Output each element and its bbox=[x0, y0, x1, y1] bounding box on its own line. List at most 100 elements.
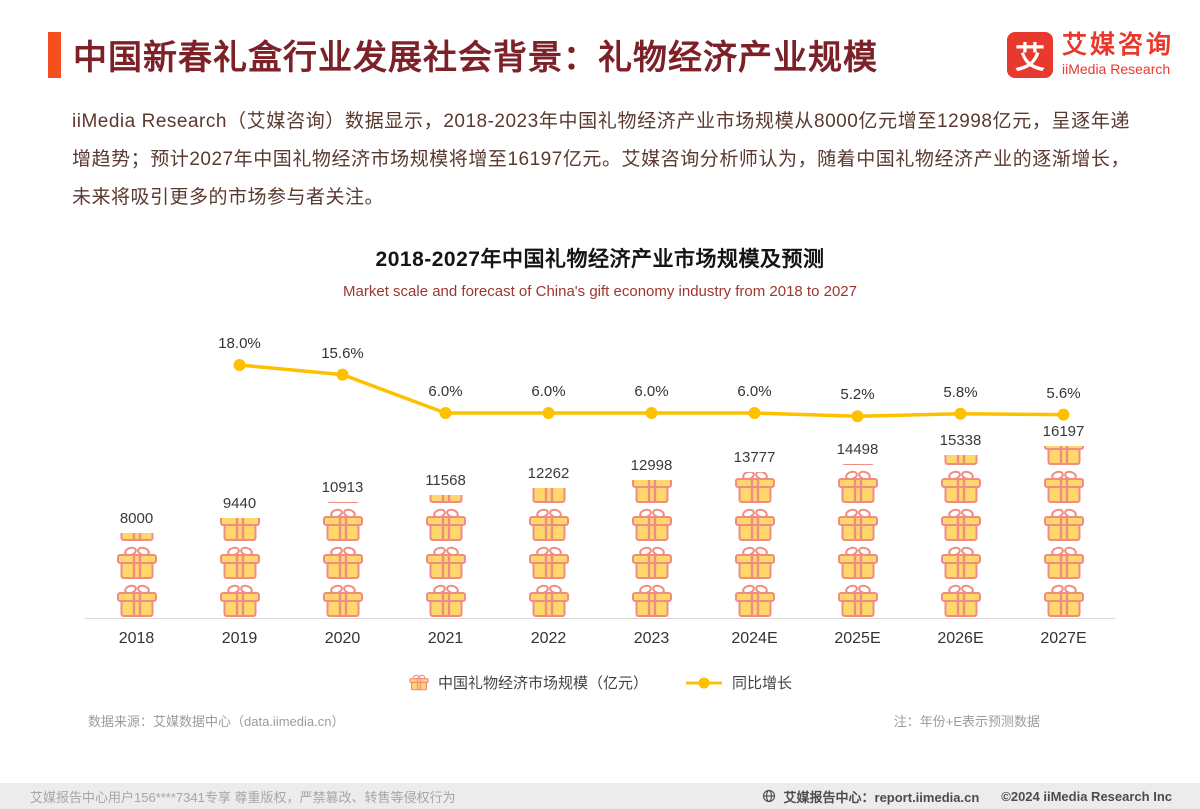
growth-dot bbox=[1057, 408, 1070, 421]
growth-rate-label: 5.6% bbox=[1046, 384, 1081, 402]
gift-icon bbox=[1043, 584, 1084, 617]
gift-icon bbox=[734, 508, 775, 541]
logo-text: 艾媒咨询 iiMedia Research bbox=[1061, 30, 1174, 78]
iimedia-logo: 艾 艾媒咨询 iiMedia Research bbox=[1006, 30, 1174, 78]
gift-icon bbox=[219, 518, 260, 541]
growth-rate-label: 6.0% bbox=[428, 383, 463, 400]
gift-icon bbox=[116, 584, 157, 617]
growth-rate-label: 15.6% bbox=[321, 344, 364, 362]
gift-icon bbox=[837, 508, 878, 541]
growth-rate-label: 5.2% bbox=[840, 386, 875, 404]
gift-icon bbox=[425, 546, 466, 579]
gift-icon bbox=[940, 584, 981, 617]
gift-icon bbox=[528, 584, 569, 617]
x-axis-label: 2026E bbox=[937, 630, 984, 647]
bar-value-label: 13777 bbox=[733, 449, 776, 466]
bar-value-label: 12262 bbox=[527, 465, 570, 482]
gift-icon bbox=[326, 502, 359, 503]
bar-value-label: 11568 bbox=[425, 472, 466, 489]
pictograph-bar bbox=[320, 502, 366, 618]
pictograph-bar bbox=[526, 488, 572, 618]
x-axis-label: 2022 bbox=[530, 630, 567, 647]
globe-icon bbox=[762, 789, 775, 803]
chart-plot: 8000 2018 bbox=[85, 328, 1115, 662]
forecast-note: 注：年份+E表示预测数据 bbox=[893, 714, 1040, 729]
gift-icon bbox=[425, 584, 466, 617]
gift-icon bbox=[631, 546, 672, 579]
chart-title: 2018-2027年中国礼物经济产业市场规模及预测 bbox=[375, 248, 825, 271]
growth-dot bbox=[851, 410, 864, 423]
page-title: 中国新春礼盒行业发展社会背景：礼物经济产业规模 bbox=[73, 39, 878, 77]
x-axis-label: 2023 bbox=[633, 630, 670, 647]
intro-paragraph: iiMedia Research（艾媒咨询）数据显示，2018-2023年中国礼… bbox=[72, 111, 1130, 208]
gift-icon bbox=[116, 546, 157, 579]
x-axis-label: 2019 bbox=[221, 630, 258, 647]
pictograph-bar bbox=[423, 495, 469, 618]
pictograph-bar bbox=[1041, 446, 1087, 618]
source-note-row: 数据来源：艾媒数据中心（data.iimedia.cn） 注：年份+E表示预测数… bbox=[0, 711, 1200, 730]
footer-site: 艾媒报告中心：report.iimedia.cn bbox=[783, 789, 980, 805]
gift-icon bbox=[425, 508, 466, 541]
x-axis-label: 2021 bbox=[427, 630, 464, 647]
pictograph-bar bbox=[217, 518, 263, 618]
logo-name-en: iiMedia Research bbox=[1061, 61, 1171, 78]
bar-value-label: 16197 bbox=[1042, 423, 1085, 440]
x-axis-label: 2018 bbox=[118, 630, 155, 647]
chart-legend: 中国礼物经济市场规模（亿元） 同比增长 bbox=[0, 672, 1200, 693]
growth-dot bbox=[233, 359, 246, 371]
gift-icon bbox=[631, 584, 672, 617]
gift-icon bbox=[631, 508, 672, 541]
gift-icon bbox=[120, 533, 153, 541]
growth-rate-label: 6.0% bbox=[634, 383, 669, 400]
gift-icon bbox=[734, 472, 775, 503]
data-source: 数据来源：艾媒数据中心（data.iimedia.cn） bbox=[88, 714, 345, 729]
pictograph-bar bbox=[114, 533, 160, 618]
gift-icon bbox=[841, 464, 874, 465]
gift-icon bbox=[528, 508, 569, 541]
pictograph-bar bbox=[629, 480, 675, 618]
bar-value-label: 9440 bbox=[222, 495, 257, 512]
gift-icon bbox=[1043, 446, 1084, 465]
gift-icon bbox=[532, 488, 565, 503]
legend-line-label: 同比增长 bbox=[732, 675, 793, 692]
gift-icon bbox=[322, 508, 363, 541]
growth-rate-label: 5.8% bbox=[943, 383, 978, 401]
gift-icon bbox=[940, 508, 981, 541]
gift-icon bbox=[837, 470, 878, 503]
gift-icon bbox=[1043, 508, 1084, 541]
line-legend-icon bbox=[686, 677, 722, 688]
bar-value-label: 10913 bbox=[321, 479, 364, 496]
x-axis-line bbox=[85, 618, 1115, 619]
footer-bar: 艾媒报告中心用户156****7341专享 尊重版权，严禁篡改、转售等侵权行为 … bbox=[0, 783, 1200, 809]
gift-icon bbox=[944, 455, 977, 465]
gift-icon bbox=[734, 546, 775, 579]
chart-subtitle: Market scale and forecast of China's gif… bbox=[343, 283, 857, 300]
gift-icon bbox=[322, 584, 363, 617]
growth-rate-label: 6.0% bbox=[531, 383, 566, 400]
legend-item-bar: 中国礼物经济市场规模（亿元） bbox=[408, 672, 648, 693]
footer-copyright: ©2024 iiMedia Research Inc bbox=[1001, 788, 1172, 804]
gift-icon bbox=[631, 480, 672, 503]
bar-value-label: 12998 bbox=[630, 457, 673, 474]
logo-name-cn: 艾媒咨询 bbox=[1061, 30, 1174, 59]
growth-rate-label: 6.0% bbox=[737, 383, 772, 400]
gift-icon bbox=[429, 495, 462, 503]
gift-icon bbox=[734, 584, 775, 617]
x-axis-label: 2024E bbox=[731, 630, 778, 647]
gift-icon bbox=[837, 546, 878, 579]
gift-icon bbox=[1043, 470, 1084, 503]
pictograph-bar bbox=[835, 464, 881, 618]
iimedia-logo-icon: 艾 bbox=[1006, 31, 1053, 78]
legend-bar-label: 中国礼物经济市场规模（亿元） bbox=[437, 675, 648, 692]
growth-dot bbox=[336, 368, 349, 381]
footer-user-notice: 艾媒报告中心用户156****7341专享 尊重版权，严禁篡改、转售等侵权行为 bbox=[30, 789, 456, 805]
gift-icon bbox=[219, 584, 260, 617]
page-header: 中国新春礼盒行业发展社会背景：礼物经济产业规模 艾 艾媒咨询 iiMedia R… bbox=[48, 30, 1174, 79]
gift-icon bbox=[528, 546, 569, 579]
pictograph-bar bbox=[732, 472, 778, 618]
growth-rate-label: 18.0% bbox=[218, 335, 261, 352]
gift-icon bbox=[940, 546, 981, 579]
gift-icon bbox=[940, 470, 981, 503]
title-accent-bar bbox=[48, 31, 61, 78]
bar-value-label: 15338 bbox=[939, 432, 982, 449]
